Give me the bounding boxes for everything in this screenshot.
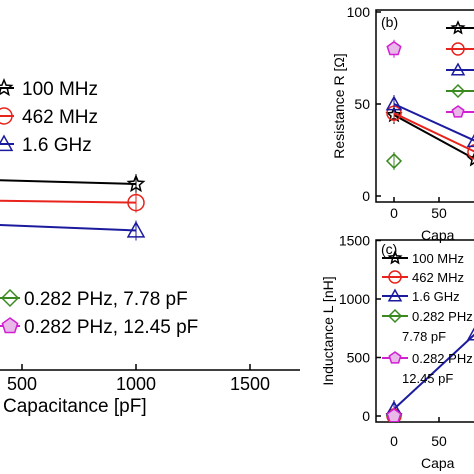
panel-b-series-line-2 — [393, 103, 474, 142]
panel-b-legend-marker — [450, 20, 466, 35]
panel-c-legend-marker — [387, 288, 403, 302]
panel-b-legend-marker — [451, 105, 465, 118]
panel-c-legend-marker — [387, 250, 403, 265]
panel-c-x-tick-label: 0 — [390, 433, 398, 449]
panel-c-legend-label: 462 MHz — [412, 270, 464, 285]
panel-b-series-line-1 — [393, 112, 474, 153]
panel-b-x-axis-label: Capa — [421, 227, 455, 243]
panel-b-data-point — [466, 134, 474, 148]
panel-a-x-tick-label: 1000 — [116, 374, 156, 394]
panel-c-y-tick-label: 0 — [362, 408, 370, 424]
panel-c-legend-label: 100 MHz — [412, 251, 464, 266]
panel-c-x-tick-label: 50 — [431, 433, 447, 449]
panel-a-data-point — [126, 174, 146, 193]
panel-c-label: (c) — [381, 241, 397, 257]
panel-a-legend-marker — [1, 317, 19, 334]
panel-c-y-tick-label: 500 — [347, 350, 371, 366]
panel-c-y-tick-label: 1500 — [339, 233, 370, 249]
panel-a-legend-marker — [0, 288, 20, 308]
panel-c-data-point — [466, 327, 474, 341]
panel-a-data-point — [127, 193, 145, 212]
panel-b-y-axis-label: Resistance R [Ω] — [331, 53, 347, 158]
panel-a-legend-label: 462 MHz — [22, 107, 98, 128]
panel-b-x-tick-label: 50 — [431, 205, 447, 221]
panel-a-series-line-2 — [0, 223, 137, 232]
panel-a-x-tick-label: 500 — [7, 374, 37, 394]
panel-c-x-axis-label: Capa — [421, 455, 455, 471]
panel-a-legend-label: 1.6 GHz — [22, 135, 92, 156]
panel-c-series-line-2 — [393, 333, 474, 410]
panel-a-legend-marker — [0, 134, 14, 152]
panel-c: (c) 0 500 1000 1500 0 50 100 MHz 462 MHz 1.6 GH… — [320, 233, 474, 471]
panel-c-legend-label: 12.45 pF — [402, 371, 453, 386]
panel-c-legend-marker — [388, 270, 402, 284]
panel-b-x-tick-label: 0 — [390, 205, 398, 221]
panel-c-y-axis-label: Inductance L [nH] — [320, 276, 336, 385]
panel-b-data-point — [385, 152, 403, 170]
panel-b-data-point — [385, 95, 403, 111]
panel-c-y-tick-label: 1000 — [339, 291, 370, 307]
panel-c-legend-marker — [388, 351, 402, 364]
panel-c-data-point — [386, 408, 402, 422]
panel-a-legend-marker — [0, 107, 13, 125]
panel-a-data-point — [126, 220, 146, 238]
panel-b-label: (b) — [381, 14, 398, 30]
panel-b-data-point — [467, 144, 474, 160]
panel-a-legend-marker — [0, 78, 14, 97]
panel-a-series-line-1 — [0, 199, 137, 204]
panel-a-series-line-0 — [0, 179, 137, 185]
panel-b-y-tick-label: 0 — [362, 188, 370, 204]
panel-a-legend-label: 100 MHz — [22, 79, 98, 100]
panel-b-legend-marker — [450, 83, 466, 99]
panel-a: 500 1000 1500 100 MHz 462 MHz 1.6 GHz 0.282 … — [0, 78, 300, 417]
panel-c-legend-marker — [387, 308, 403, 324]
panel-c-legend-label: 1.6 GHz — [412, 289, 460, 304]
panel-b-data-point — [386, 40, 402, 56]
panel-a-legend-label: 0.282 PHz, 7.78 pF — [24, 289, 188, 310]
panel-c-legend-label: 0.282 PHz — [412, 309, 473, 324]
panel-c-frame — [375, 239, 474, 423]
panel-c-legend-label: 0.282 PHz — [412, 351, 473, 366]
panel-b-y-tick-label: 100 — [347, 4, 371, 20]
panel-a-x-axis-label: Capacitance [pF] — [3, 396, 147, 417]
panel-a-x-tick-label: 1500 — [230, 374, 270, 394]
panel-b-series-line-0 — [393, 114, 474, 160]
panel-a-legend-label: 0.282 PHz, 12.45 pF — [24, 317, 198, 338]
panel-c-legend-label: 7.78 pF — [402, 329, 446, 344]
panel-b: (b) 0 50 100 0 50 Resistance R [Ω] Capa — [331, 4, 474, 243]
panel-b-frame — [375, 9, 474, 203]
panel-b-y-tick-label: 50 — [354, 96, 370, 112]
panel-b-legend-marker — [450, 62, 466, 76]
panel-b-legend-marker — [451, 42, 465, 56]
